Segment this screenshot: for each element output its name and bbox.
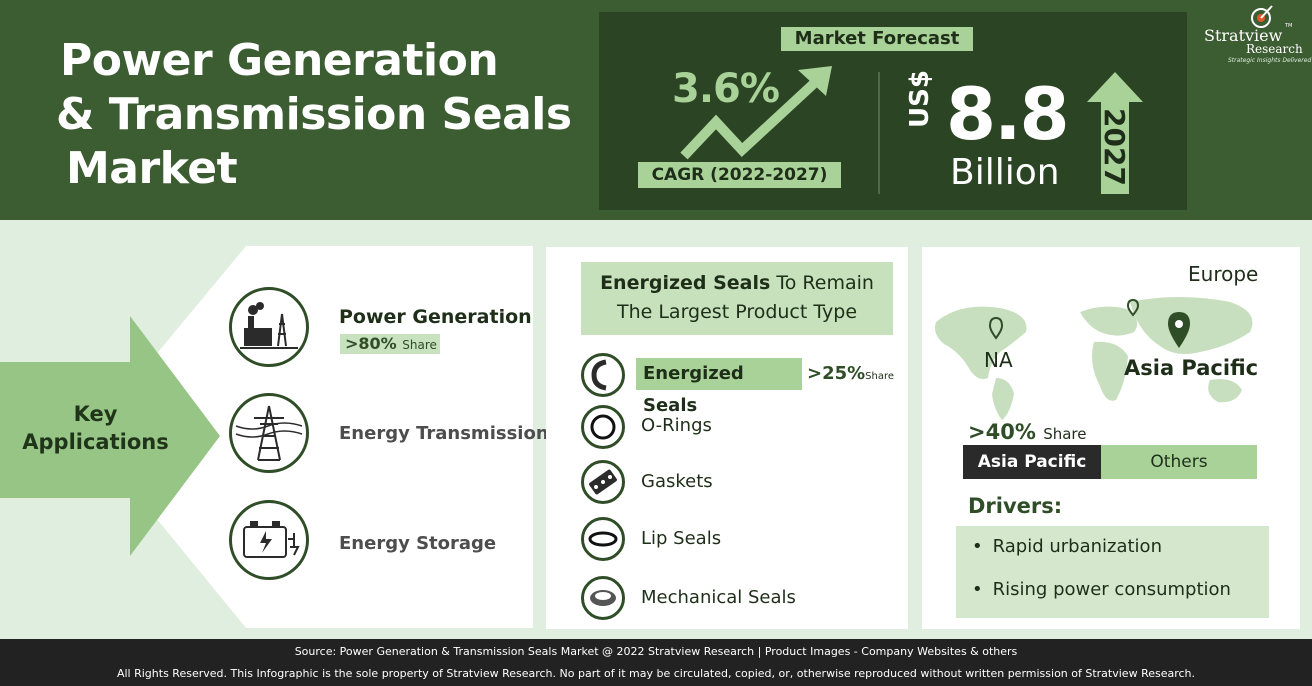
logo-tm: TM bbox=[1285, 23, 1293, 29]
currency-label: US$ bbox=[905, 70, 935, 128]
o-ring-icon bbox=[581, 405, 625, 449]
footer: Source: Power Generation & Transmission … bbox=[0, 639, 1312, 686]
energized-seal-icon bbox=[581, 353, 625, 397]
logo-name-secondary: Research bbox=[1246, 42, 1303, 56]
forecast-divider bbox=[878, 72, 880, 194]
mechanical-seal-icon bbox=[581, 576, 625, 620]
footer-rights: All Rights Reserved. This Infographic is… bbox=[116, 667, 1196, 680]
logo-tagline: Strategic Insights Delivered bbox=[1228, 57, 1312, 64]
cagr-value: 3.6% bbox=[672, 66, 780, 112]
application-energy-transmission: Energy Transmission bbox=[339, 423, 549, 444]
region-label-europe: Europe bbox=[1188, 262, 1259, 286]
energized-seals-share: >25%Share bbox=[807, 363, 895, 384]
lip-seal-icon bbox=[581, 517, 625, 561]
driver-item: Rising power consumption bbox=[972, 579, 1231, 600]
asia-pacific-share: >40% Share bbox=[968, 420, 1087, 444]
o-rings-label: O-Rings bbox=[641, 415, 712, 436]
lip-seals-label: Lip Seals bbox=[641, 528, 722, 549]
title-line-1: Power Generation bbox=[60, 35, 499, 86]
gasket-icon bbox=[581, 460, 625, 504]
growth-arrow-icon bbox=[680, 66, 832, 160]
power-generation-share: >80% Share bbox=[340, 334, 440, 354]
up-arrow-icon bbox=[1087, 72, 1143, 194]
page-title: Power Generation & Transmission Seals Ma… bbox=[56, 34, 572, 196]
title-line-3: Market bbox=[66, 143, 238, 194]
market-size-unit: Billion bbox=[950, 152, 1060, 193]
title-line-2: & Transmission Seals bbox=[56, 89, 572, 140]
cagr-label: CAGR (2022-2027) bbox=[638, 162, 841, 188]
footer-source: Source: Power Generation & Transmission … bbox=[294, 645, 1018, 658]
key-applications-heading: Key Applications bbox=[22, 402, 169, 454]
logo-name: Stratview bbox=[1204, 26, 1283, 45]
energized-seals-label: Energized Seals bbox=[636, 358, 802, 416]
mechanical-seals-label: Mechanical Seals bbox=[641, 587, 796, 608]
gaskets-label: Gaskets bbox=[641, 471, 713, 492]
battery-storage-icon bbox=[229, 500, 309, 580]
region-label-asia-pacific: Asia Pacific bbox=[1124, 356, 1259, 380]
driver-item: Rapid urbanization bbox=[972, 536, 1162, 557]
application-power-generation: Power Generation bbox=[339, 306, 532, 328]
applications-chevron bbox=[130, 246, 246, 628]
power-plant-icon bbox=[229, 287, 309, 367]
drivers-title: Drivers: bbox=[968, 494, 1063, 518]
application-energy-storage: Energy Storage bbox=[339, 533, 497, 554]
world-map bbox=[935, 297, 1253, 420]
share-bar-asia-pacific: Asia Pacific bbox=[963, 445, 1101, 479]
product-type-heading: Energized Seals To Remain The Largest Pr… bbox=[581, 262, 893, 335]
transmission-tower-icon bbox=[229, 393, 309, 473]
logo-icon bbox=[1251, 5, 1273, 28]
region-label-na: NA bbox=[984, 348, 1013, 372]
market-size-value: 8.8 bbox=[946, 72, 1070, 156]
share-bar-others: Others bbox=[1101, 445, 1257, 479]
market-forecast-label: Market Forecast bbox=[781, 27, 973, 51]
forecast-year: 2027 bbox=[1098, 108, 1131, 186]
